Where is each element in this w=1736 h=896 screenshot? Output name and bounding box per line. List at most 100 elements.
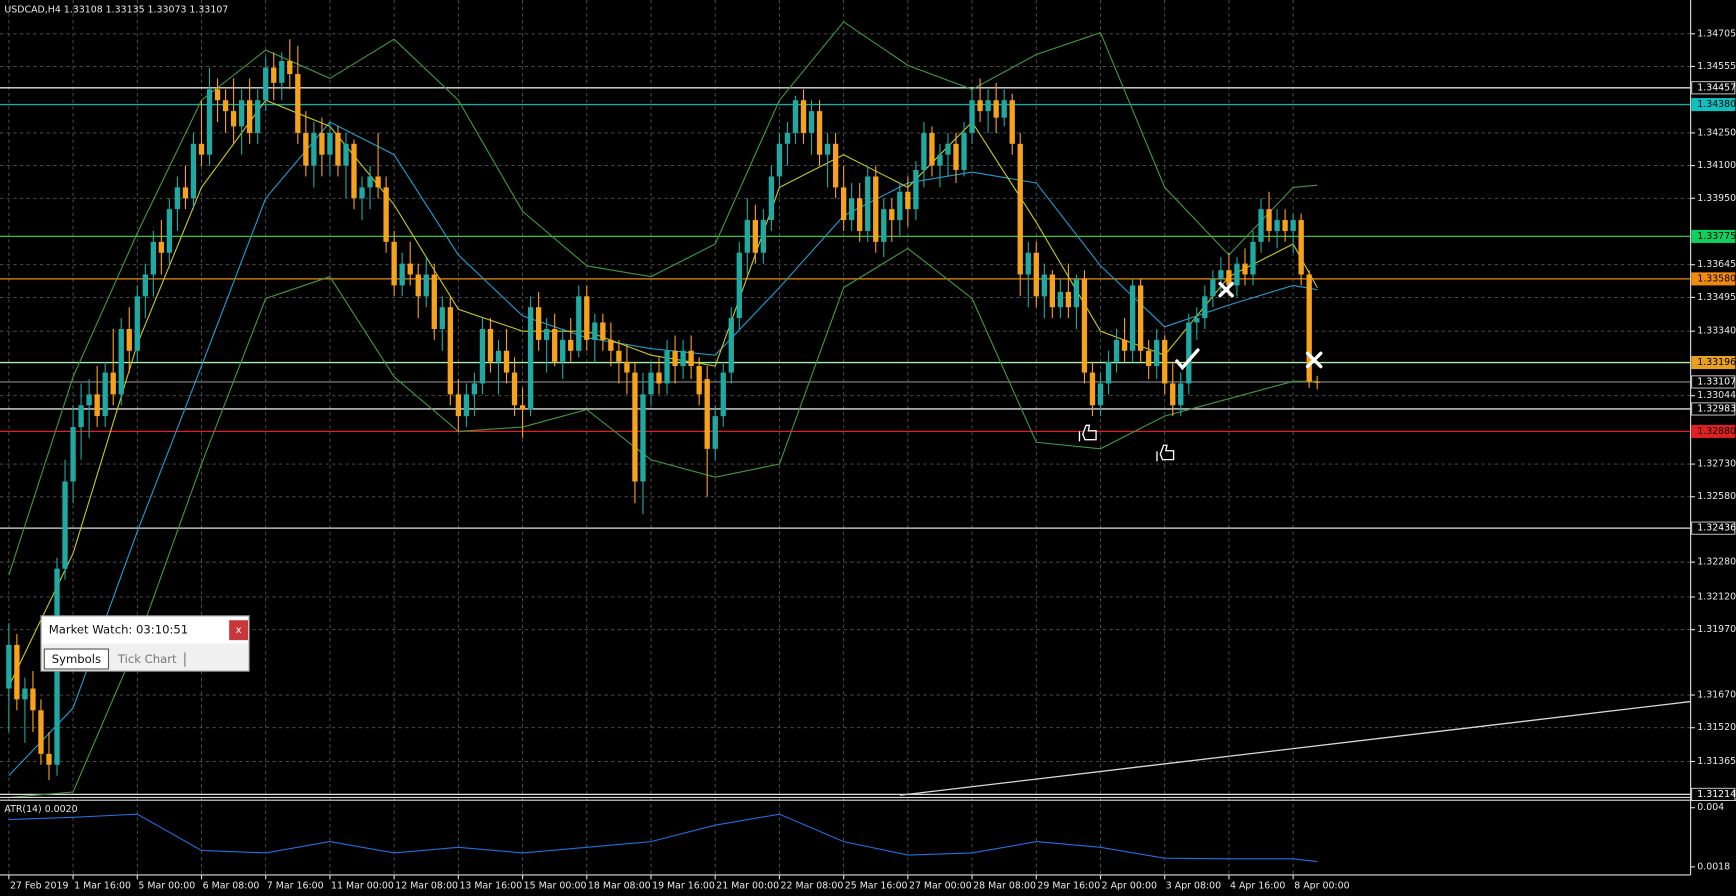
candle-body <box>519 405 526 410</box>
x-tick-label: 18 Mar 08:00 <box>588 881 651 892</box>
candle-body <box>543 328 550 340</box>
candle-body <box>840 187 847 221</box>
candle-body <box>471 383 478 395</box>
price-level-box <box>1691 787 1736 801</box>
candle-body <box>174 187 181 210</box>
candle-body <box>1194 318 1200 323</box>
thumb-marker <box>1156 444 1175 462</box>
candle-body <box>182 187 189 199</box>
candle-body <box>592 322 598 340</box>
candle-body <box>1234 263 1240 286</box>
tab-label[interactable]: Tick Chart <box>117 652 177 666</box>
candle-body <box>632 372 638 482</box>
indicator-line <box>8 247 1318 798</box>
y-tick-label: 1.32120 <box>1697 591 1736 602</box>
candle-body <box>495 350 502 362</box>
candle-body <box>94 394 100 417</box>
candle-body <box>664 350 670 384</box>
candle-body <box>198 143 205 155</box>
close-button-label[interactable]: x <box>236 625 242 636</box>
symbol-header: USDCAD,H4 1.33108 1.33135 1.33073 1.3310… <box>4 4 228 15</box>
y-tick-label: 1.31520 <box>1697 722 1736 733</box>
candle-body <box>961 132 967 170</box>
candle-body <box>1009 100 1015 144</box>
y-tick-label: 1.33950 <box>1697 193 1736 204</box>
candle-body <box>511 372 518 406</box>
candle-body <box>142 274 148 297</box>
candle-body <box>1202 296 1208 319</box>
market-watch-titlebar <box>42 616 249 644</box>
price-level-label: 1.34457 <box>1697 82 1736 93</box>
candle-body <box>118 328 124 395</box>
candle-body <box>1089 372 1096 406</box>
candle-body <box>287 61 293 75</box>
candle-body <box>391 241 397 286</box>
candle-body <box>937 154 943 166</box>
y-tick-label: 1.34250 <box>1697 127 1736 138</box>
markers <box>1078 281 1323 462</box>
cross-marker <box>1218 281 1234 298</box>
atr-title: ATR(14) 0.0020 <box>4 804 77 815</box>
y-tick-label: 1.34705 <box>1697 28 1736 39</box>
x-tick-label: 22 Mar 08:00 <box>781 881 844 892</box>
candle-body <box>1017 143 1023 275</box>
price-level-box <box>1691 356 1736 370</box>
x-tick-label: 27 Feb 2019 <box>10 881 69 892</box>
x-tick-label: 12 Mar 08:00 <box>395 881 458 892</box>
tab-active[interactable] <box>43 648 110 670</box>
x-tick-label: 21 Mar 00:00 <box>716 881 779 892</box>
candle-body <box>1057 291 1064 308</box>
candle-body <box>985 100 991 112</box>
candle-body <box>319 132 325 155</box>
candle-body <box>696 366 702 395</box>
close-button[interactable] <box>229 620 248 641</box>
candle-body <box>945 143 951 155</box>
candle-body <box>6 644 12 689</box>
candle-body <box>1162 339 1168 384</box>
candle-body <box>760 220 767 253</box>
candle-body <box>897 191 903 221</box>
candle-body <box>728 318 734 373</box>
candle-body <box>303 132 309 166</box>
candle-body <box>744 220 750 253</box>
candle-body <box>1113 339 1120 362</box>
candle-body <box>688 350 694 367</box>
candle-body <box>584 296 590 340</box>
candle-body <box>929 132 935 166</box>
atr-line <box>8 813 1318 863</box>
candle-body <box>608 339 614 351</box>
candle-body <box>150 241 156 275</box>
candle-body <box>455 394 462 417</box>
candle-body <box>1298 220 1304 275</box>
candle-body <box>857 198 863 231</box>
candle-body <box>1290 220 1296 231</box>
tab-label[interactable]: Symbols <box>52 652 101 666</box>
price-level-box <box>1691 424 1736 438</box>
x-tick-label: 7 Mar 16:00 <box>267 881 324 892</box>
candle-body <box>752 220 759 253</box>
candle-body <box>535 307 542 340</box>
candle-body <box>527 307 534 410</box>
candle-body <box>206 89 213 155</box>
candle-body <box>1105 361 1112 384</box>
candle-body <box>1282 220 1288 231</box>
candle-body <box>552 328 558 362</box>
candle-body <box>849 198 855 221</box>
candle-body <box>1097 383 1104 406</box>
candle-body <box>238 100 245 127</box>
candle-body <box>407 263 413 275</box>
candle-body <box>295 74 301 133</box>
candle-body <box>600 322 606 340</box>
x-tick-label: 11 Mar 00:00 <box>331 881 394 892</box>
candle-body <box>1121 339 1128 351</box>
candle-body <box>327 132 333 155</box>
candle-body <box>46 753 52 765</box>
price-level-label: 1.32436 <box>1697 523 1736 534</box>
market-watch-title: Market Watch: 03:10:51 <box>49 623 188 637</box>
candle-body <box>784 132 791 144</box>
candle-body <box>656 372 662 384</box>
price-level-label: 1.33775 <box>1697 231 1736 242</box>
y-tick-label: 1.31970 <box>1697 624 1736 635</box>
